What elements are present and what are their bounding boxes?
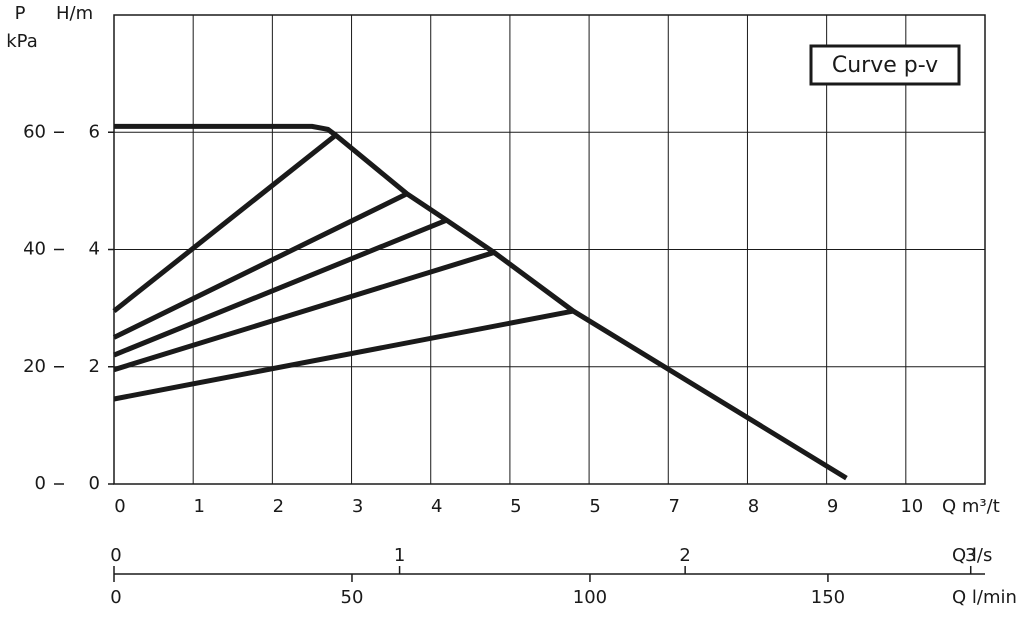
y-tick-label: 4 xyxy=(89,239,100,260)
y2-axis-label: P xyxy=(15,3,26,24)
secondary-tick-label: 0 xyxy=(110,587,121,608)
y2-tick-label: 60 xyxy=(23,121,46,142)
x-tick-label: 4 xyxy=(431,496,442,517)
y-tick-label: 2 xyxy=(89,356,100,377)
curve xyxy=(113,250,495,373)
x-tick-label: 5 xyxy=(510,496,521,517)
y2-axis-unit: kPa xyxy=(6,31,38,52)
secondary-axis-label: Q l/s xyxy=(952,545,992,566)
y-tick-label: 0 xyxy=(89,473,100,494)
y-axis-label: H/m xyxy=(56,3,93,24)
secondary-tick-label: 150 xyxy=(811,587,845,608)
curve xyxy=(114,123,848,481)
annotation-box xyxy=(809,44,961,86)
y-tick-label: 6 xyxy=(89,121,100,142)
secondary-tick-label: 2 xyxy=(679,545,690,566)
y2-tick-label: 0 xyxy=(35,473,46,494)
x-axis-label: Q m³/t xyxy=(942,496,1000,517)
curve xyxy=(112,191,409,340)
x-tick-label: 2 xyxy=(273,496,284,517)
x-tick-label: 5 xyxy=(589,496,600,517)
secondary-tick-label: 0 xyxy=(110,545,121,566)
annotation: Curve p-v xyxy=(832,53,938,78)
x-tick-label: 10 xyxy=(900,496,923,517)
x-tick-label: 9 xyxy=(827,496,838,517)
curve xyxy=(112,133,338,314)
y2-tick-label: 40 xyxy=(23,239,46,260)
curve xyxy=(113,217,448,358)
secondary-tick-label: 100 xyxy=(573,587,607,608)
y2-tick-label: 20 xyxy=(23,356,46,377)
secondary-tick-label: 1 xyxy=(394,545,405,566)
x-tick-label: 3 xyxy=(352,496,363,517)
secondary-tick-label: 3 xyxy=(965,545,976,566)
secondary-tick-label: 50 xyxy=(341,587,364,608)
secondary-axis-label: Q l/min xyxy=(952,587,1017,608)
x-tick-label: 1 xyxy=(193,496,204,517)
x-tick-label: 0 xyxy=(114,496,125,517)
x-tick-label: 7 xyxy=(669,496,680,517)
curve xyxy=(113,308,574,402)
x-tick-label: 8 xyxy=(748,496,759,517)
